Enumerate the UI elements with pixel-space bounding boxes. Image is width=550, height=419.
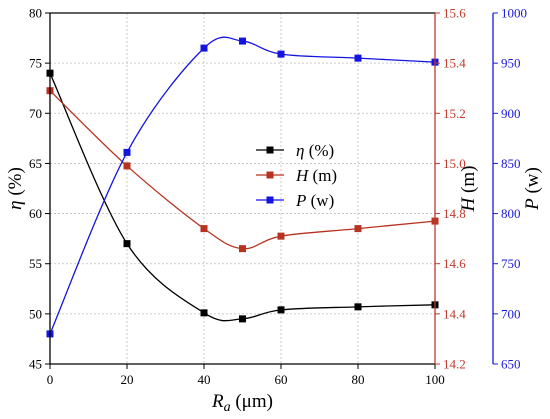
series-point-H: [277, 232, 285, 240]
legend: η (%) H (m) P (w): [256, 141, 337, 210]
y-tick-label-P: 900: [501, 106, 521, 121]
x-tick-label: 40: [198, 372, 211, 387]
y-tick-label-eta: 55: [29, 256, 42, 271]
axes: 0 20 40 60 80 100 Ra (μm) 45 50 55 60 65 70 75 80 η (%)…: [5, 6, 543, 416]
y-tick-label-H: 14.8: [443, 206, 466, 221]
legend-marker-P: [266, 196, 274, 204]
y-tick-label-P: 650: [501, 357, 521, 372]
x-tick-label: 80: [352, 372, 365, 387]
y-tick-label-P: 800: [501, 206, 521, 221]
y-axis-title-eta: η (%): [5, 167, 26, 210]
y-tick-label-P: 750: [501, 256, 521, 271]
x-tick-label: 0: [47, 372, 54, 387]
series-point-P: [123, 148, 131, 156]
y-tick-label-H: 15.2: [443, 106, 466, 121]
x-tick-label: 60: [275, 372, 288, 387]
y-tick-label-H: 15.4: [443, 56, 466, 71]
legend-label-P: P (w): [295, 191, 334, 210]
y-tick-label-H: 15.0: [443, 156, 466, 171]
y-tick-label-eta: 50: [29, 306, 42, 321]
series-line-P: [49, 36, 436, 335]
y-tick-label-H: 14.2: [443, 357, 466, 372]
series-point-H: [200, 225, 208, 233]
y-tick-label-P: 850: [501, 156, 521, 171]
series-point-H: [354, 225, 362, 233]
legend-marker-H: [266, 171, 274, 179]
series-point-H: [239, 245, 246, 253]
y-tick-label-H: 15.6: [443, 6, 466, 21]
series-point-H: [123, 162, 131, 170]
series-point-eta: [200, 309, 208, 317]
legend-label-H: H (m): [295, 166, 337, 185]
series-point-eta: [277, 306, 285, 314]
y-axis-title-H: H (m): [458, 166, 479, 213]
series-point-P: [354, 54, 362, 62]
y-tick-label-eta: 70: [29, 106, 42, 121]
series-point-eta: [354, 303, 362, 311]
y-tick-label-eta: 75: [29, 56, 42, 71]
y-axis-title-P: P (w): [522, 167, 543, 211]
legend-marker-eta: [266, 146, 274, 154]
series-point-eta: [239, 315, 246, 323]
y-tick-label-eta: 45: [29, 357, 42, 372]
series-line-eta: [49, 72, 436, 322]
x-axis-title: Ra (μm): [211, 391, 273, 415]
series-line-H: [49, 90, 436, 250]
series-layer: [46, 36, 439, 338]
y-tick-label-P: 1000: [501, 6, 527, 21]
series-point-P: [200, 44, 208, 52]
grid: [50, 13, 435, 364]
series-point-P: [239, 37, 246, 45]
y-tick-label-P: 700: [501, 306, 521, 321]
series-point-P: [277, 50, 285, 58]
y-tick-label-H: 14.6: [443, 256, 466, 271]
x-tick-label: 100: [425, 372, 445, 387]
y-tick-label-eta: 60: [29, 206, 42, 221]
legend-label-eta: η (%): [296, 141, 334, 160]
y-tick-label-eta: 80: [29, 6, 42, 21]
y-tick-label-H: 14.4: [443, 306, 466, 321]
y-tick-label-eta: 65: [29, 156, 42, 171]
series-point-eta: [123, 240, 131, 248]
y-tick-label-P: 950: [501, 56, 521, 71]
x-tick-label: 20: [121, 372, 134, 387]
